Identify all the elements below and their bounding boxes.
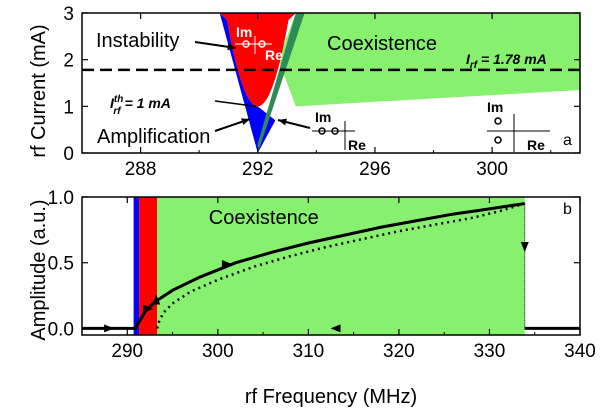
complex-plane-amplification: Im Re xyxy=(312,109,366,153)
x-tick-label-b-310: 310 xyxy=(293,341,325,362)
svg-text:Im: Im xyxy=(487,99,503,115)
x-tick-label-b-300: 300 xyxy=(202,341,234,362)
x-tick-label-a-288: 288 xyxy=(125,159,157,180)
coexistence-label-a: Coexistence xyxy=(327,33,437,55)
y-tick-label-b-0.0: 0.0 xyxy=(48,319,74,340)
complex-plane-instability: Im Re xyxy=(235,24,283,63)
y-tick-label-b-1.0: 1.0 xyxy=(48,188,74,209)
panel-letter-a: a xyxy=(563,132,572,149)
arrowhead xyxy=(241,118,250,126)
threshold-pointer xyxy=(214,100,256,108)
y-tick-label-b-0.5: 0.5 xyxy=(48,254,74,275)
direction-arrow-down xyxy=(520,241,529,252)
y-axis-title-b: Amplitude (a.u.) xyxy=(28,199,50,340)
panel-letter-b: b xyxy=(563,201,572,218)
panel-b: 290 300 310 320 330 340 0.0 0.5 1.0 Amplitude (a… xyxy=(28,188,596,408)
plot-frame-b xyxy=(81,196,581,336)
series-upper-branch xyxy=(82,202,525,330)
y-tick-label-a-0: 0 xyxy=(63,144,74,165)
blue-region xyxy=(133,197,140,335)
ticks-b: 290 300 310 320 330 340 0.0 0.5 1.0 xyxy=(48,188,596,362)
plot-frame-a xyxy=(81,12,581,154)
svg-text:Re: Re xyxy=(265,47,283,63)
instability-region xyxy=(219,13,296,107)
x-tick-label-a-300: 300 xyxy=(476,159,508,180)
arrowhead xyxy=(278,118,287,126)
direction-arrow-right xyxy=(143,304,154,313)
x-tick-label-b-340: 340 xyxy=(564,341,596,362)
y-tick-label-a-2: 2 xyxy=(63,51,74,72)
complex-plane-coexistence: Im Re xyxy=(487,99,550,153)
reference-line-label: Irf = 1.78 mA xyxy=(466,51,547,71)
direction-arrow-right xyxy=(221,260,232,269)
red-region xyxy=(139,197,158,335)
svg-text:Re: Re xyxy=(527,137,545,153)
svg-text:Im: Im xyxy=(315,109,331,125)
direction-arrow-left xyxy=(330,324,341,333)
ticks-a: 288 292 296 300 0 1 2 3 xyxy=(63,4,580,180)
y-tick-label-a-1: 1 xyxy=(63,97,74,118)
coexistence-label-b: Coexistence xyxy=(209,207,319,229)
green-region xyxy=(157,197,525,335)
arrowhead xyxy=(227,43,236,51)
y-axis-title-a: rf Current (mA) xyxy=(28,24,50,157)
x-axis-title-b: rf Frequency (MHz) xyxy=(245,386,417,408)
amplification-label: Amplification xyxy=(97,126,210,148)
coexistence-region xyxy=(278,13,580,107)
threshold-label: Ith rf= 1 mA xyxy=(110,94,171,117)
svg-text:Im: Im xyxy=(236,24,252,40)
direction-arrows xyxy=(104,241,529,333)
x-tick-label-b-290: 290 xyxy=(111,341,143,362)
direction-arrow-up xyxy=(152,294,161,305)
x-tick-label-b-320: 320 xyxy=(383,341,415,362)
x-tick-label-b-330: 330 xyxy=(474,341,506,362)
series-lower-branch-dotted xyxy=(155,202,526,329)
coexistence-boundary-band xyxy=(257,13,305,153)
direction-arrow-right xyxy=(104,324,115,333)
amplification-region xyxy=(219,13,276,153)
svg-text:Re: Re xyxy=(348,137,366,153)
x-tick-label-a-292: 292 xyxy=(242,159,274,180)
x-tick-label-a-296: 296 xyxy=(359,159,391,180)
y-tick-label-a-3: 3 xyxy=(63,4,74,25)
panel-a: 288 292 296 300 0 1 2 3 rf Current (mA) Instabi… xyxy=(28,4,581,180)
instability-label: Instability xyxy=(96,30,179,52)
